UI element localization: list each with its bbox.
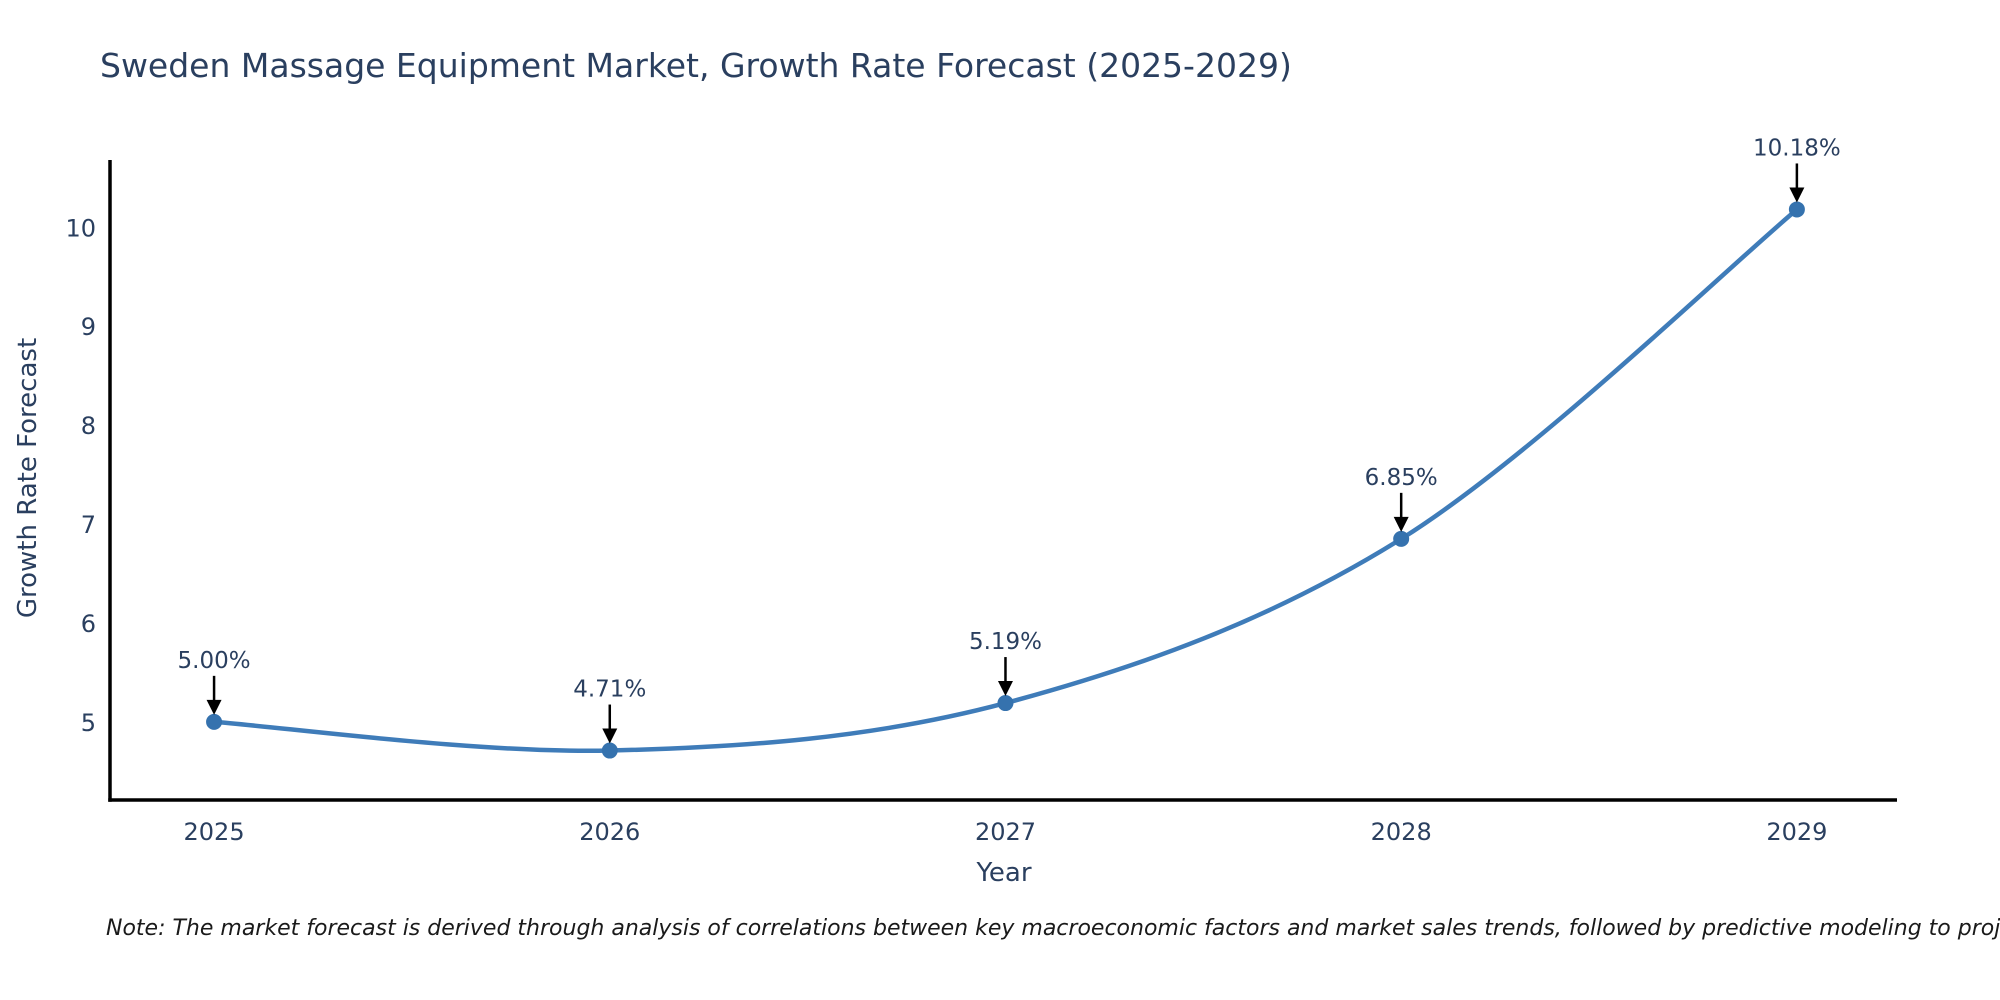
data-point-2025: [206, 713, 223, 730]
footnote: Note: The market forecast is derived thr…: [106, 916, 2000, 941]
annotation-label: 4.71%: [573, 677, 646, 703]
annotation-arrowhead: [602, 728, 618, 744]
data-point-2027: [997, 695, 1014, 712]
data-point-2026: [601, 742, 618, 759]
x-tick-label: 2027: [975, 818, 1036, 846]
annotation-label: 5.19%: [969, 629, 1042, 655]
annotation-arrowhead: [206, 699, 222, 715]
annotation-label: 6.85%: [1365, 465, 1438, 491]
x-tick-label: 2029: [1766, 818, 1827, 846]
x-tick-label: 2028: [1371, 818, 1432, 846]
trend-line: [211, 207, 1800, 754]
y-tick-label: 8: [81, 412, 96, 440]
annotation-arrowhead: [1789, 187, 1805, 203]
x-tick-label: 2025: [184, 818, 245, 846]
x-axis-title: Year: [976, 858, 1032, 888]
y-tick-label: 7: [81, 511, 96, 539]
annotation-arrowhead: [1393, 516, 1409, 532]
annotation-arrowhead: [997, 681, 1013, 697]
chart-title: Sweden Massage Equipment Market, Growth …: [100, 46, 1292, 85]
data-point-2028: [1393, 530, 1410, 547]
y-tick-label: 6: [81, 610, 96, 638]
y-tick-label: 9: [81, 313, 96, 341]
annotation-label: 10.18%: [1753, 135, 1841, 161]
annotation-label: 5.00%: [178, 648, 251, 674]
x-tick-label: 2026: [579, 818, 640, 846]
y-tick-label: 10: [65, 214, 96, 242]
y-tick-label: 5: [81, 709, 96, 737]
data-point-2029: [1788, 201, 1805, 218]
